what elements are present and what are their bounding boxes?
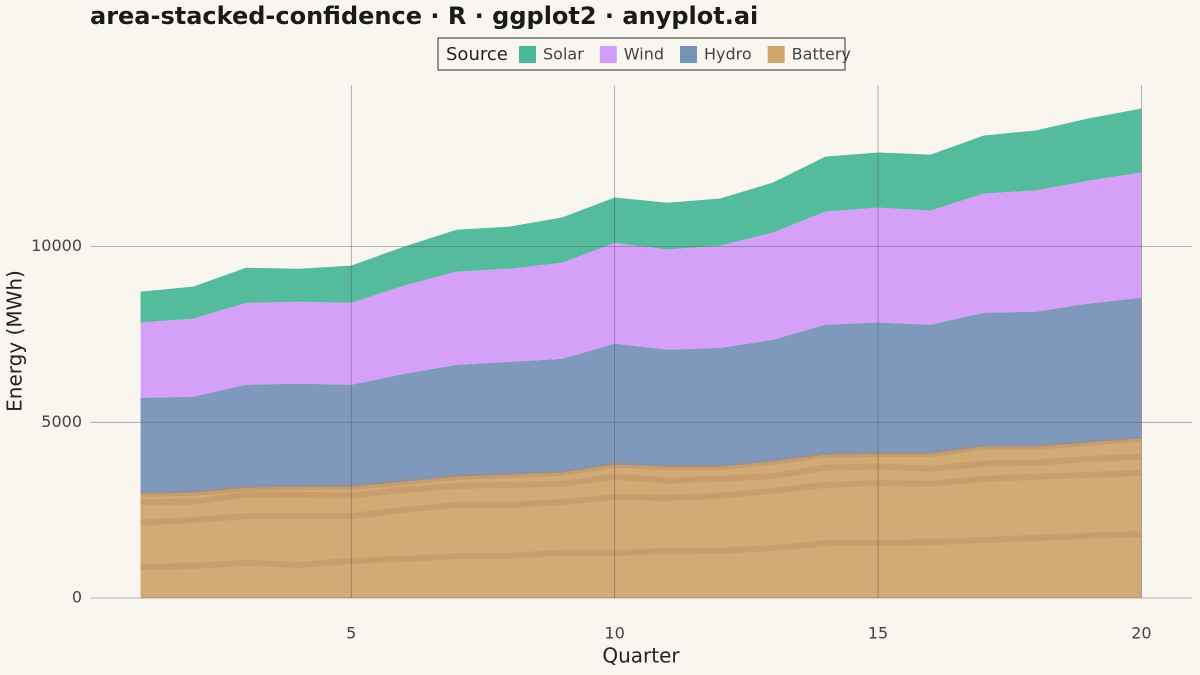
confidence-band bbox=[140, 435, 1142, 497]
area bbox=[140, 297, 1142, 494]
x-tick-label: 15 bbox=[868, 624, 888, 643]
grid: 0 5000 10000 5 10 15 20 bbox=[31, 85, 1192, 643]
y-axis-label: Energy (MWh) bbox=[3, 270, 27, 412]
area bbox=[140, 172, 1142, 398]
confidence-band bbox=[140, 453, 1142, 505]
legend-label: Wind bbox=[624, 45, 664, 64]
x-axis-label: Quarter bbox=[602, 644, 680, 668]
x-tick-label: 5 bbox=[346, 624, 356, 643]
legend-label: Battery bbox=[792, 45, 851, 64]
legend-box bbox=[437, 37, 846, 71]
y-tick-label: 10000 bbox=[31, 236, 82, 255]
plot-area bbox=[140, 108, 1142, 598]
chart-title: area-stacked-confidence · R · ggplot2 · … bbox=[90, 2, 758, 30]
legend: Source Solar Wind Hydro Battery bbox=[437, 37, 851, 71]
legend-title: Source bbox=[446, 44, 508, 65]
legend-swatch bbox=[599, 46, 617, 63]
area bbox=[140, 438, 1142, 598]
legend-label: Solar bbox=[543, 45, 584, 64]
y-tick-label: 0 bbox=[72, 588, 82, 607]
legend-label: Hydro bbox=[704, 45, 752, 64]
confidence-band bbox=[140, 531, 1142, 571]
confidence-band bbox=[140, 469, 1142, 526]
area bbox=[140, 108, 1142, 323]
legend-swatch bbox=[680, 46, 697, 63]
legend-swatch bbox=[767, 46, 785, 63]
x-tick-label: 20 bbox=[1131, 624, 1151, 643]
legend-swatch bbox=[519, 46, 536, 63]
y-tick-label: 5000 bbox=[41, 412, 82, 431]
x-tick-label: 10 bbox=[604, 624, 624, 643]
